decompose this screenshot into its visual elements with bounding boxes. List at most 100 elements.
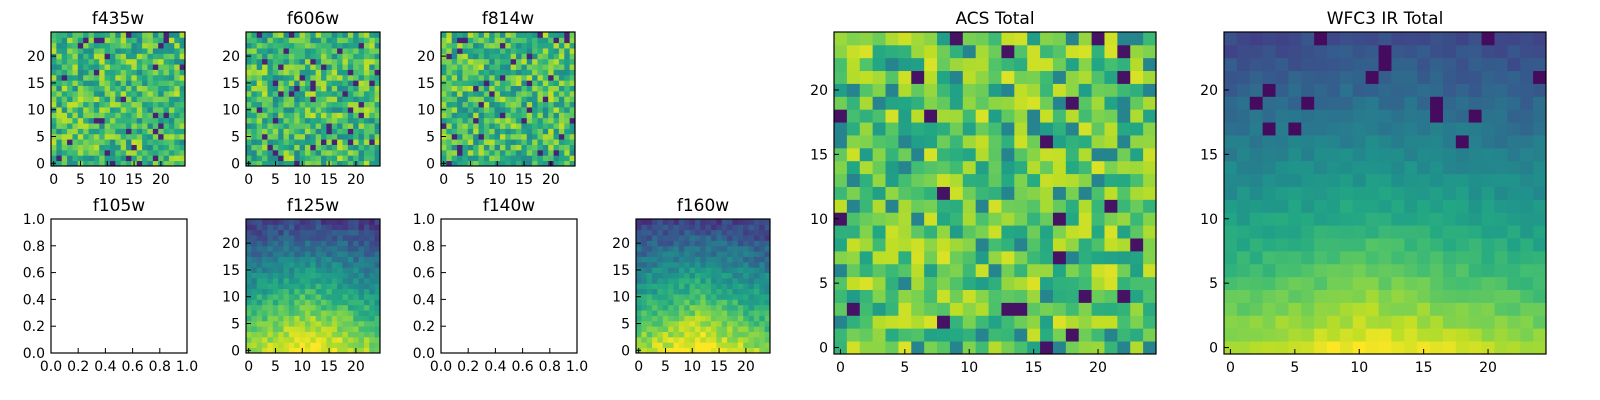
heatmap-cell: [1262, 70, 1276, 84]
heatmap-cell: [716, 294, 723, 300]
heatmap-cell: [1442, 135, 1457, 149]
heatmap-cell: [467, 90, 474, 97]
heatmap-cell: [288, 96, 295, 103]
heatmap-cell: [304, 240, 311, 247]
heatmap-cell: [347, 229, 354, 236]
heatmap-cell: [1262, 186, 1276, 200]
heatmap-cell: [885, 225, 899, 239]
heatmap-cell: [532, 112, 538, 119]
heatmap-cell: [911, 173, 925, 187]
heatmap-cell: [673, 261, 680, 268]
heatmap-cell: [61, 123, 68, 129]
heatmap-cell: [99, 32, 105, 38]
heatmap-cell: [262, 229, 268, 236]
x-tick-label: 1.0: [566, 359, 588, 375]
heatmap-cell: [859, 250, 874, 265]
heatmap-cell: [331, 272, 338, 279]
heatmap-cell: [662, 331, 669, 338]
heatmap-cell: [315, 294, 322, 300]
heatmap-cell: [99, 58, 105, 65]
heatmap-cell: [326, 80, 333, 86]
heatmap-cell: [326, 90, 333, 97]
heatmap-cell: [262, 342, 268, 349]
heatmap-cell: [467, 80, 474, 86]
heatmap-cell: [83, 133, 89, 140]
heatmap-cell: [83, 139, 89, 145]
heatmap-cell: [1339, 341, 1354, 355]
heatmap-cell: [1494, 263, 1508, 278]
heatmap-cell: [505, 85, 512, 92]
heatmap-cell: [1236, 225, 1251, 239]
heatmap-cell: [553, 123, 560, 129]
heatmap-cell: [369, 101, 376, 108]
heatmap-cell: [753, 320, 760, 327]
heatmap-cell: [462, 139, 469, 145]
heatmap-cell: [1014, 238, 1028, 252]
heatmap-cell: [494, 155, 501, 162]
heatmap-cell: [272, 144, 279, 151]
heatmap-cell: [251, 144, 258, 151]
heatmap-cell: [315, 37, 322, 44]
heatmap-cell: [369, 261, 376, 268]
heatmap-cell: [374, 320, 381, 327]
heatmap-cell: [1430, 96, 1444, 110]
heatmap-cell: [267, 80, 274, 86]
heatmap-cell: [859, 32, 874, 46]
heatmap-cell: [246, 90, 252, 97]
heatmap-cell: [467, 123, 474, 129]
heatmap-cell: [337, 80, 343, 86]
heatmap-cell: [337, 320, 343, 327]
heatmap-cell: [358, 272, 365, 279]
heatmap-cell: [93, 48, 100, 54]
heatmap-cell: [753, 224, 760, 231]
heatmap-cell: [131, 133, 138, 140]
heatmap-cell: [1378, 32, 1392, 46]
heatmap-cell: [1224, 173, 1238, 187]
heatmap-cell: [126, 149, 132, 156]
heatmap-cell: [283, 277, 290, 284]
heatmap-cell: [115, 96, 122, 103]
heatmap-cell: [743, 299, 749, 306]
heatmap-cell: [516, 160, 522, 167]
heatmap-cell: [652, 224, 658, 231]
heatmap-cell: [1327, 70, 1341, 84]
heatmap-cell: [77, 53, 84, 60]
heatmap-cell: [168, 160, 175, 167]
heatmap-cell: [846, 109, 861, 123]
heatmap-cell: [304, 96, 311, 103]
heatmap-cell: [115, 144, 122, 151]
heatmap-cell: [462, 69, 469, 76]
heatmap-cell: [641, 256, 648, 263]
heatmap-cell: [988, 32, 1002, 46]
heatmap-cell: [700, 267, 707, 273]
heatmap-cell: [310, 331, 317, 338]
heatmap-cell: [641, 315, 648, 322]
heatmap-cell: [898, 276, 912, 290]
heatmap-cell: [342, 80, 349, 86]
heatmap-cell: [174, 123, 181, 129]
heatmap-cell: [911, 212, 925, 226]
heatmap-cell: [473, 128, 479, 135]
heatmap-cell: [299, 42, 306, 49]
heatmap-cell: [321, 123, 327, 129]
heatmap-cell: [510, 74, 517, 81]
heatmap-cell: [911, 147, 925, 162]
heatmap-cell: [251, 240, 258, 247]
heatmap-cell: [67, 117, 73, 124]
heatmap-cell: [558, 123, 565, 129]
heatmap-cell: [1130, 70, 1144, 84]
heatmap-cell: [727, 347, 733, 354]
heatmap-cell: [283, 235, 290, 241]
heatmap-cell: [353, 123, 359, 129]
heatmap-cell: [510, 96, 517, 103]
heatmap-cell: [467, 64, 474, 70]
heatmap-cell: [168, 58, 175, 65]
y-tick-label: 1.0: [413, 212, 435, 228]
heatmap-cell: [99, 160, 105, 167]
heatmap-cell: [494, 144, 501, 151]
heatmap-cell: [158, 112, 164, 119]
heatmap-cell: [764, 342, 771, 349]
heatmap-cell: [457, 149, 463, 156]
heatmap-cell: [657, 315, 664, 322]
heatmap-cell: [353, 219, 359, 225]
